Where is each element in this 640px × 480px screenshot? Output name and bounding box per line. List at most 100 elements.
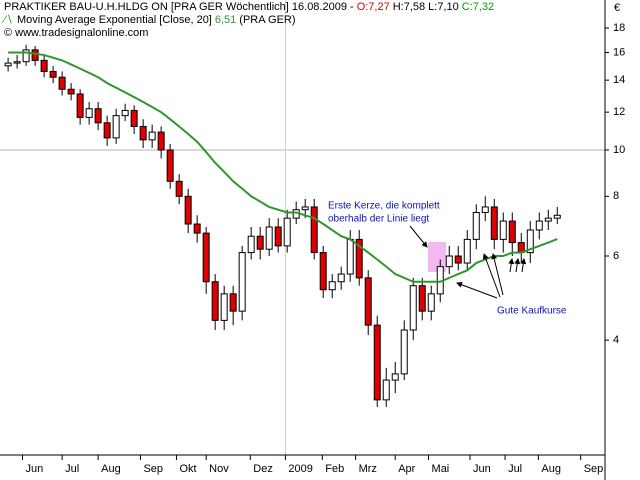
candle-body (382, 379, 390, 401)
candle-body (463, 238, 471, 264)
y-tick-label: 12 (613, 106, 625, 118)
legend-suffix: (PRA GER) (239, 14, 296, 26)
candle-body (85, 108, 93, 118)
y-tick-label: 10 (613, 144, 625, 156)
candle-body (49, 70, 57, 78)
candle-body (31, 49, 39, 61)
candle-body (355, 238, 363, 279)
candle-body (274, 226, 282, 247)
y-tick-label: 4 (613, 334, 619, 346)
candle-body (103, 122, 111, 139)
y-unit: € (614, 2, 620, 14)
candle-body (454, 255, 462, 264)
candle-body (427, 293, 435, 312)
candle-body (130, 109, 138, 127)
x-tick-label: Sep (143, 463, 163, 475)
candle-body (400, 329, 408, 375)
candle-body (148, 131, 156, 141)
x-tick-label: Sep (584, 463, 604, 475)
candle-body (229, 293, 237, 312)
candle-body (193, 223, 201, 234)
x-tick-label: Apr (398, 463, 415, 475)
x-tick-label: Aug (541, 463, 561, 475)
x-tick-label: Feb (325, 463, 344, 475)
candle-body (76, 93, 84, 118)
quote-value: O:7,27 (356, 1, 390, 13)
candle-body (553, 214, 561, 219)
x-tick-label: Jul (508, 463, 522, 475)
candle-body (13, 61, 21, 64)
candle-body (112, 115, 120, 139)
candle-body (319, 252, 327, 291)
x-tick-label: Mrz (359, 463, 377, 475)
x-tick-label: Aug (101, 463, 121, 475)
candle-body (166, 149, 174, 182)
x-tick-label: 2009 (288, 463, 312, 475)
candle-body (490, 206, 498, 240)
candle-body (121, 109, 129, 117)
candle-body (499, 220, 507, 240)
candle-body (472, 211, 480, 240)
y-tick-label: 14 (613, 74, 625, 86)
highlight-box (428, 242, 446, 272)
candle-body (238, 252, 246, 312)
candle-body (22, 49, 30, 63)
candle-body (58, 76, 66, 90)
candle-body (310, 206, 318, 254)
quote: O:7,27 H:7,58 L:7,10 C:7,32 (357, 1, 497, 13)
ma-line (8, 51, 558, 283)
candle-body (175, 180, 183, 197)
y-tick-label: 6 (613, 250, 619, 262)
candle-body (139, 125, 147, 141)
candle-body (211, 281, 219, 321)
x-tick-label: Okt (179, 463, 196, 475)
legend-value: 6,51 (214, 14, 237, 26)
header: PRAKTIKER BAU-U.H.HLDG ON [PRA GER Wöche… (4, 1, 500, 40)
candle-body (202, 232, 210, 283)
x-tick-label: Nov (209, 463, 229, 475)
x-tick-label: Dez (253, 463, 273, 475)
candle-body (346, 238, 354, 275)
quote-value: H:7,58 (392, 1, 426, 13)
candle-body (481, 206, 489, 213)
candle-body (328, 281, 336, 291)
indicator-row: ∕∖ Moving Average Exponential [Close, 20]… (4, 14, 296, 26)
candle-body (535, 220, 543, 231)
y-tick-label: 16 (613, 46, 625, 58)
candle-body (445, 255, 453, 268)
candle-body (184, 195, 192, 225)
y-tick-label: 18 (613, 22, 625, 34)
candle-body (157, 131, 165, 151)
candle-body (265, 226, 273, 250)
x-tick-label: Jul (65, 463, 79, 475)
arrows (409, 225, 527, 299)
annotation: oberhalb der Linie liegt (328, 214, 429, 225)
source: © www.tradesignalonline.com (4, 27, 149, 39)
x-tick-label: Jun (26, 463, 44, 475)
candle-body (4, 62, 12, 67)
candle-body (418, 285, 426, 312)
quote-value: L:7,10 (428, 1, 459, 13)
title: PRAKTIKER BAU-U.H.HLDG ON [PRA GER Wöche… (4, 1, 354, 13)
candle-body (409, 285, 417, 331)
annotation: Erste Kerze, die komplett (328, 201, 440, 212)
y-tick-label: 8 (613, 190, 619, 202)
candle-body (526, 229, 534, 254)
candle-body (544, 217, 552, 222)
title-row: PRAKTIKER BAU-U.H.HLDG ON [PRA GER Wöche… (4, 1, 500, 14)
legend-entry: Moving Average Exponential [Close, 20] (17, 14, 212, 26)
candle-body (364, 277, 372, 326)
candle-body (391, 373, 399, 381)
candle-body (301, 206, 309, 211)
candle-body (256, 235, 264, 250)
candle-body (283, 217, 291, 247)
candle-body (220, 293, 228, 321)
candle-body (373, 324, 381, 401)
x-tick-label: Jun (473, 463, 491, 475)
candle-body (67, 88, 75, 95)
source-row: © www.tradesignalonline.com (4, 27, 500, 40)
candle-body (508, 220, 516, 244)
candle-body (40, 59, 48, 72)
